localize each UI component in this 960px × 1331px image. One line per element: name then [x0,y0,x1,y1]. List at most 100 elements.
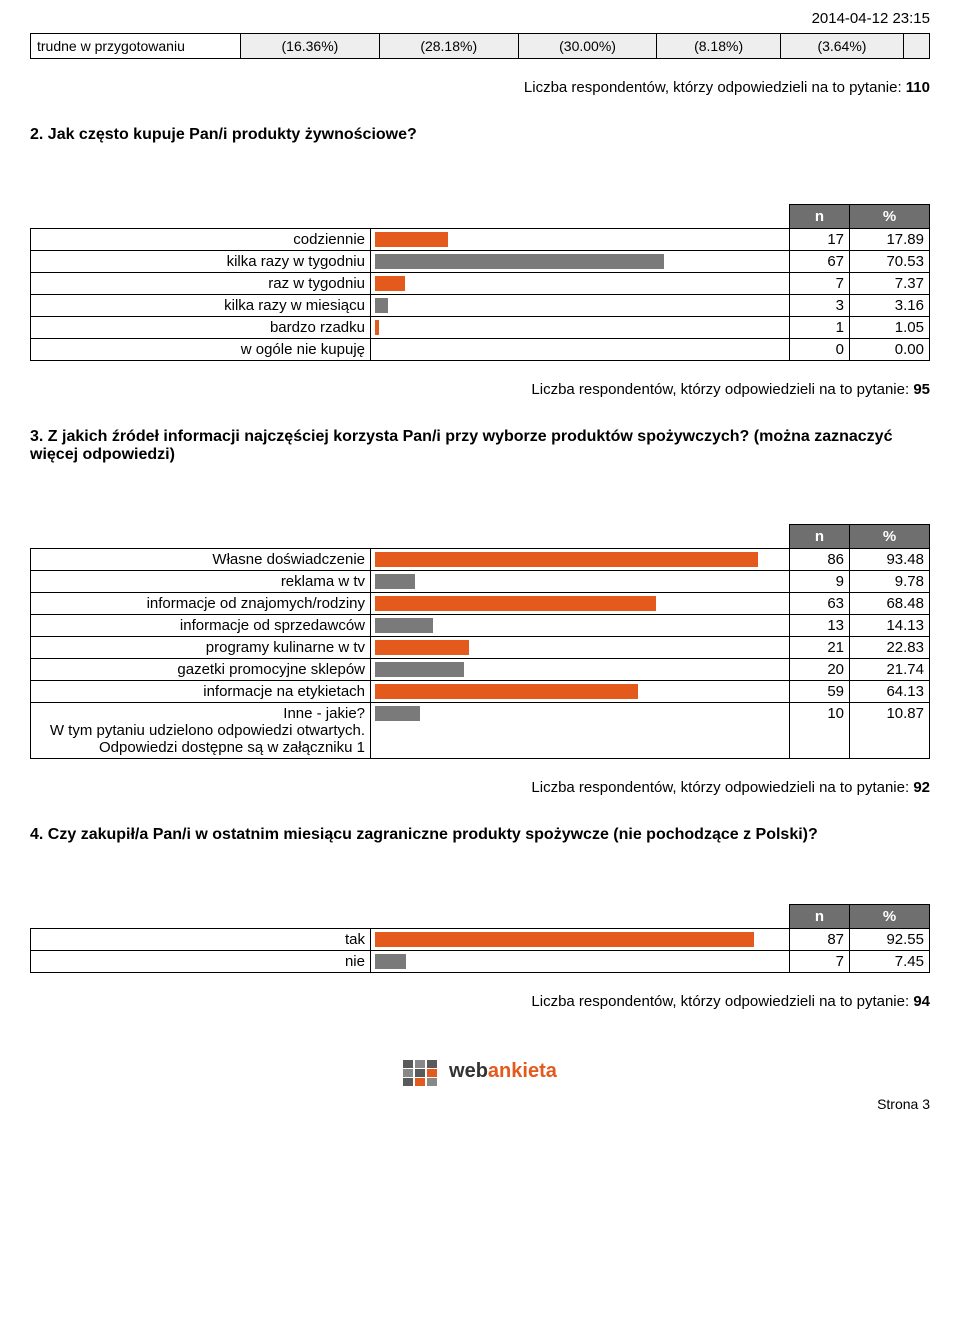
bar-cell [371,339,790,361]
bar-cell [371,229,790,251]
table-row: bardzo rzadku 11.05 [31,317,930,339]
column-header: % [850,205,930,229]
bar [375,954,406,969]
row-label: nie [31,951,371,973]
table-row: nie77.45 [31,951,930,973]
respondent-count: 92 [913,779,930,796]
question-3-table: n%Własne doświadczenie8693.48reklama w t… [30,524,930,759]
bar-cell [371,251,790,273]
row-label: kilka razy w miesiącu [31,295,371,317]
bar [375,618,433,633]
bar-cell [371,571,790,593]
question-2-title: 2. Jak często kupuje Pan/i produkty żywn… [30,126,930,144]
row-label: gazetki promocyjne sklepów [31,659,371,681]
brand-part2: ankieta [488,1060,557,1082]
bar [375,662,464,677]
bar [375,574,415,589]
bar-cell [371,549,790,571]
n-cell: 1 [790,317,850,339]
column-header: % [850,525,930,549]
n-cell: 86 [790,549,850,571]
row-label: bardzo rzadku [31,317,371,339]
question-4-title: 4. Czy zakupił/a Pan/i w ostatnim miesią… [30,826,930,844]
column-header: n [790,905,850,929]
bar-cell [371,295,790,317]
bar [375,232,448,247]
respondent-count: 110 [906,79,930,96]
pct-cell: (8.18%) [657,34,780,59]
question-3-title: 3. Z jakich źródeł informacji najczęście… [30,428,930,464]
question-4-table: n%tak8792.55nie77.45 [30,904,930,973]
row-label: reklama w tv [31,571,371,593]
bar-cell [371,703,790,759]
pct-cell: 93.48 [850,549,930,571]
bar [375,596,656,611]
row-label: Własne doświadczenie [31,549,371,571]
row-label: trudne w przygotowaniu [31,34,241,59]
bar-cell [371,317,790,339]
n-cell: 10 [790,703,850,759]
respondent-prefix: Liczba respondentów, którzy odpowiedziel… [531,993,913,1010]
pct-cell: 1.05 [850,317,930,339]
row-label: informacje od znajomych/rodziny [31,593,371,615]
pct-cell: (30.00%) [518,34,657,59]
row-label: informacje na etykietach [31,681,371,703]
bar [375,932,754,947]
table-row: programy kulinarne w tv 2122.83 [31,637,930,659]
row-label: w ogóle nie kupuję [31,339,371,361]
table-row: Własne doświadczenie 8693.48 [31,549,930,571]
page-number: Strona 3 [30,1096,930,1112]
n-cell: 13 [790,615,850,637]
bar [375,254,664,269]
pct-cell: 21.74 [850,659,930,681]
n-cell: 21 [790,637,850,659]
bar [375,298,388,313]
bar-cell [371,593,790,615]
brand-part1: web [449,1060,488,1082]
pct-cell: 10.87 [850,703,930,759]
pct-cell: 22.83 [850,637,930,659]
pct-cell: (28.18%) [379,34,518,59]
pct-cell: 68.48 [850,593,930,615]
bar [375,706,420,721]
pct-cell: 9.78 [850,571,930,593]
pct-cell: 92.55 [850,929,930,951]
table-row: w ogóle nie kupuję00.00 [31,339,930,361]
row-label: codziennie [31,229,371,251]
n-cell: 3 [790,295,850,317]
top-percent-table: trudne w przygotowaniu (16.36%) (28.18%)… [30,33,930,59]
n-cell: 9 [790,571,850,593]
n-cell: 17 [790,229,850,251]
column-header: n [790,525,850,549]
n-cell: 63 [790,593,850,615]
pct-cell: 0.00 [850,339,930,361]
row-label: kilka razy w tygodniu [31,251,371,273]
n-cell: 59 [790,681,850,703]
logo-icon [403,1060,437,1086]
pct-cell: 7.37 [850,273,930,295]
table-row: tak8792.55 [31,929,930,951]
respondent-count: 95 [913,381,930,398]
bar [375,320,379,335]
brand-text: webankieta [449,1060,557,1082]
row-label: informacje od sprzedawców [31,615,371,637]
table-row: Inne - jakie?W tym pytaniu udzielono odp… [31,703,930,759]
bar-cell [371,681,790,703]
bar-cell [371,615,790,637]
row-label: programy kulinarne w tv [31,637,371,659]
respondent-count-line: Liczba respondentów, którzy odpowiedziel… [30,993,930,1010]
n-cell: 20 [790,659,850,681]
table-row: informacje od sprzedawców1314.13 [31,615,930,637]
row-label: tak [31,929,371,951]
footer: webankieta [30,1060,930,1086]
timestamp: 2014-04-12 23:15 [30,10,930,27]
bar [375,684,638,699]
bar [375,276,405,291]
bar-cell [371,637,790,659]
table-row: informacje na etykietach5964.13 [31,681,930,703]
n-cell: 7 [790,273,850,295]
bar-cell [371,929,790,951]
n-cell: 67 [790,251,850,273]
respondent-prefix: Liczba respondentów, którzy odpowiedziel… [531,779,913,796]
table-row: reklama w tv 99.78 [31,571,930,593]
